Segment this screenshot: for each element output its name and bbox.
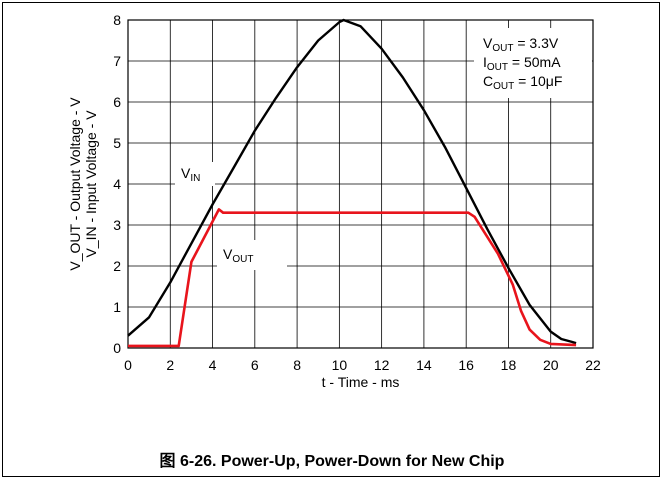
y-tick-label: 1 — [113, 299, 121, 315]
x-tick-label: 2 — [166, 357, 174, 373]
condition-label: COUT = 10μF — [483, 73, 562, 92]
conditions-box — [474, 28, 592, 98]
x-tick-label: 8 — [293, 357, 301, 373]
x-tick-label: 20 — [543, 357, 559, 373]
condition-label: VOUT = 3.3V — [483, 35, 559, 54]
y-tick-label: 3 — [113, 217, 121, 233]
plot-border — [127, 19, 594, 349]
x-tick-label: 14 — [416, 357, 432, 373]
x-tick-label: 6 — [251, 357, 259, 373]
y-axis-label-line2: V_IN - Input Voltage - V — [83, 110, 99, 258]
x-tick-label: 12 — [374, 357, 390, 373]
x-tick-label: 4 — [209, 357, 217, 373]
figure-caption: 图 6-26. Power-Up, Power-Down for New Chi… — [159, 453, 505, 470]
x-axis-label: t - Time - ms — [322, 374, 400, 390]
y-tick-label: 6 — [113, 94, 121, 110]
y-tick-label: 5 — [113, 135, 121, 151]
x-tick-label: 18 — [501, 357, 517, 373]
y-tick-label: 0 — [113, 340, 121, 356]
y-tick-label: 4 — [113, 176, 121, 192]
x-tick-label: 16 — [458, 357, 474, 373]
figure-frame — [2, 2, 660, 477]
vout-label-bg — [217, 240, 287, 270]
x-tick-label: 22 — [585, 357, 601, 373]
x-tick-label: 10 — [332, 357, 348, 373]
vin-label: VIN — [181, 165, 200, 184]
condition-label: IOUT = 50mA — [483, 54, 561, 73]
vin-label-bg — [175, 162, 215, 186]
y-axis-label-line1: V_OUT - Output Voltage - V — [67, 97, 83, 271]
x-tick-label: 0 — [124, 357, 132, 373]
y-tick-label: 8 — [113, 12, 121, 28]
series-line-vout — [128, 208, 577, 348]
series-line-vin — [127, 18, 577, 345]
vout-label: VOUT — [223, 246, 253, 265]
y-tick-label: 7 — [113, 53, 121, 69]
y-tick-label: 2 — [113, 258, 121, 274]
